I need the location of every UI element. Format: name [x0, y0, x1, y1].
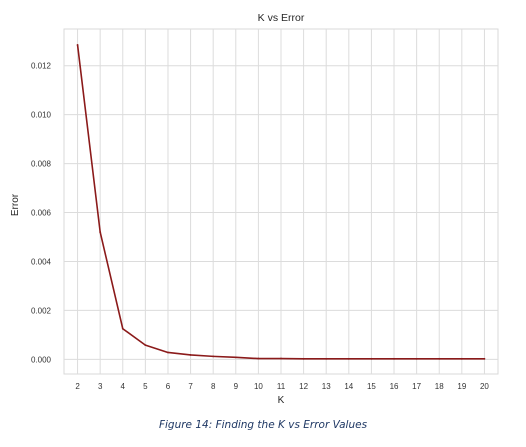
x-tick-label: 17: [412, 382, 421, 391]
data-point: [415, 357, 418, 360]
y-tick-label: 0.002: [31, 306, 52, 315]
x-tick-label: 5: [143, 382, 148, 391]
data-point: [347, 357, 350, 360]
data-point: [460, 357, 463, 360]
x-tick-label: 13: [322, 382, 331, 391]
x-tick-label: 2: [75, 382, 80, 391]
x-tick-label: 6: [166, 382, 171, 391]
y-tick-label: 0.008: [31, 160, 52, 169]
x-tick-label: 4: [121, 382, 126, 391]
x-tick-label: 10: [254, 382, 263, 391]
data-point: [438, 357, 441, 360]
data-point: [234, 356, 237, 359]
data-point: [393, 357, 395, 360]
x-tick-label: 20: [480, 382, 489, 391]
data-point: [280, 357, 282, 360]
figure-caption: Figure 14: Finding the K vs Error Values: [158, 419, 368, 431]
x-tick-label: 7: [188, 382, 193, 391]
x-axis-label: K: [278, 395, 285, 406]
y-axis-label: Error: [10, 193, 21, 216]
data-point: [76, 44, 79, 46]
x-tick-label: 9: [234, 382, 239, 391]
y-tick-label: 0.012: [31, 62, 52, 71]
x-tick-label: 3: [98, 382, 103, 391]
data-point: [212, 355, 215, 358]
data-point: [325, 357, 328, 360]
chart-title: K vs Error: [258, 12, 305, 24]
data-point: [302, 357, 305, 360]
data-point: [189, 354, 192, 356]
chart-figure: 2 3 4 5 6 7 8 9 10 11 12 13 14 15 16 17 18 19 20 0.000 0.00…: [10, 12, 499, 406]
x-tick-label: 11: [277, 382, 286, 391]
x-tick-label: 8: [211, 382, 216, 391]
y-axis-ticks: 0.000 0.002 0.004 0.006 0.008 0.010 0.012: [31, 62, 52, 365]
data-point: [144, 344, 147, 347]
series-layer: [76, 44, 486, 360]
y-tick-label: 0.006: [31, 209, 52, 218]
data-point: [167, 351, 169, 354]
y-tick-label: 0.010: [31, 111, 52, 120]
k-vs-error-chart: 2 3 4 5 6 7 8 9 10 11 12 13 14 15 16 17 18 19 20 0.0000.00…: [10, 12, 499, 406]
x-axis-ticks: 2 3 4 5 6 7 8 9 10 11 12 13 14 15 16 17 18 19 20: [75, 382, 489, 391]
data-point: [99, 231, 102, 233]
x-tick-label: 16: [390, 382, 399, 391]
y-tick-label: 0.000: [31, 355, 52, 364]
grid-lines: [64, 29, 498, 374]
data-point: [370, 357, 373, 360]
x-tick-label: 12: [299, 382, 308, 391]
data-point: [121, 327, 124, 330]
x-tick-label: 19: [457, 382, 466, 391]
y-tick-label: 0.004: [31, 257, 52, 266]
x-tick-label: 14: [344, 382, 353, 391]
x-tick-label: 15: [367, 382, 376, 391]
data-point: [483, 357, 486, 360]
data-point: [257, 357, 260, 360]
x-tick-label: 18: [435, 382, 444, 391]
